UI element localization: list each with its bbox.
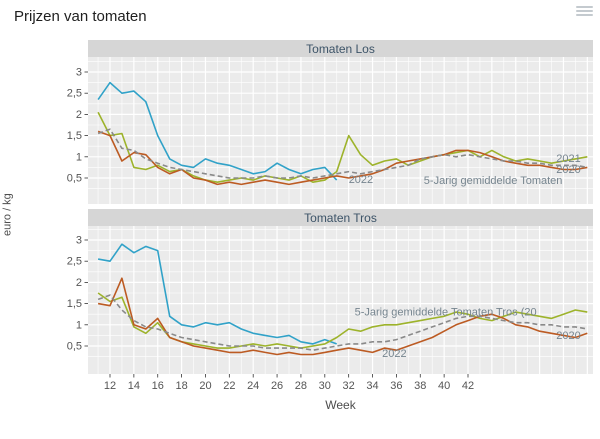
series-line-2022 bbox=[97, 243, 337, 345]
x-tick-label: 12 bbox=[104, 380, 116, 392]
x-tick-label: 38 bbox=[414, 380, 426, 392]
facet-strip-los-label: Tomaten Los bbox=[306, 41, 375, 56]
y-tick-label: 0,5 bbox=[67, 173, 82, 185]
x-tick-label: 18 bbox=[175, 380, 187, 392]
series-label: 5-Jarig gemiddelde Tomaten Tros (20 bbox=[355, 307, 537, 319]
y-tick-label: 2,5 bbox=[67, 88, 82, 100]
menu-bar bbox=[576, 14, 593, 16]
x-tick-label: 24 bbox=[247, 380, 259, 392]
x-tick-label: 16 bbox=[152, 380, 164, 392]
series-labels: 5-Jarig gemiddelde Tomaten Tros (20 2022 2… bbox=[355, 307, 581, 361]
series-label: 2021 bbox=[556, 153, 580, 165]
facet-strip-tomaten-los: Tomaten Los bbox=[88, 40, 593, 57]
y-tick-label: 1,5 bbox=[67, 130, 82, 142]
series-label: 2020 bbox=[556, 330, 580, 342]
y-tick-label: 1,5 bbox=[67, 298, 82, 310]
grid-minor bbox=[88, 57, 593, 204]
series-label: 2022 bbox=[382, 348, 406, 360]
x-tick-label: 40 bbox=[438, 380, 450, 392]
x-tick-label: 34 bbox=[366, 380, 378, 392]
series-group bbox=[97, 81, 588, 186]
y-tick-label: 3 bbox=[76, 67, 82, 79]
chart-menu-icon[interactable] bbox=[576, 4, 593, 18]
grid-minor bbox=[88, 226, 593, 374]
x-tick-label: 42 bbox=[462, 380, 474, 392]
series-group bbox=[97, 243, 588, 356]
x-tick-label: 30 bbox=[319, 380, 331, 392]
menu-bar bbox=[576, 10, 593, 12]
series-label: 2022 bbox=[349, 174, 373, 186]
page-title: Prijzen van tomaten bbox=[14, 8, 147, 25]
x-tick-label: 20 bbox=[199, 380, 211, 392]
x-axis-title: Week bbox=[325, 398, 356, 412]
series-label: 5-Jarig gemiddelde Tomaten bbox=[424, 175, 563, 187]
menu-bar bbox=[576, 6, 593, 8]
panel-background bbox=[88, 226, 593, 374]
series-line-5-jarig-gemiddelde-tomaten-los bbox=[97, 128, 588, 179]
panel-background bbox=[88, 57, 593, 204]
x-tick-label: 22 bbox=[223, 380, 235, 392]
y-tick-label: 1 bbox=[76, 319, 82, 331]
x-tick-label: 36 bbox=[390, 380, 402, 392]
x-tick-label: 32 bbox=[343, 380, 355, 392]
grid-major bbox=[88, 57, 593, 204]
y-tick-label: 3 bbox=[76, 235, 82, 247]
series-label: 2020 bbox=[556, 164, 580, 176]
x-tick-label: 28 bbox=[295, 380, 307, 392]
series-line-5-jarig-gemiddelde-tomaten-tros bbox=[97, 294, 588, 351]
x-tick-label: 26 bbox=[271, 380, 283, 392]
grid-major bbox=[88, 226, 593, 374]
facet-strip-tomaten-tros: Tomaten Tros bbox=[88, 209, 593, 226]
y-tick-label: 2,5 bbox=[67, 256, 82, 268]
y-tick-label: 2 bbox=[76, 109, 82, 121]
y-tick-label: 2 bbox=[76, 277, 82, 289]
y-tick-label: 0,5 bbox=[67, 341, 82, 353]
series-line-2020 bbox=[97, 277, 588, 356]
series-line-2020 bbox=[97, 130, 588, 186]
y-tick-label: 1 bbox=[76, 151, 82, 163]
series-line-2022 bbox=[97, 81, 338, 181]
facet-strip-tros-label: Tomaten Tros bbox=[304, 210, 377, 225]
x-tick-label: 14 bbox=[128, 380, 140, 392]
